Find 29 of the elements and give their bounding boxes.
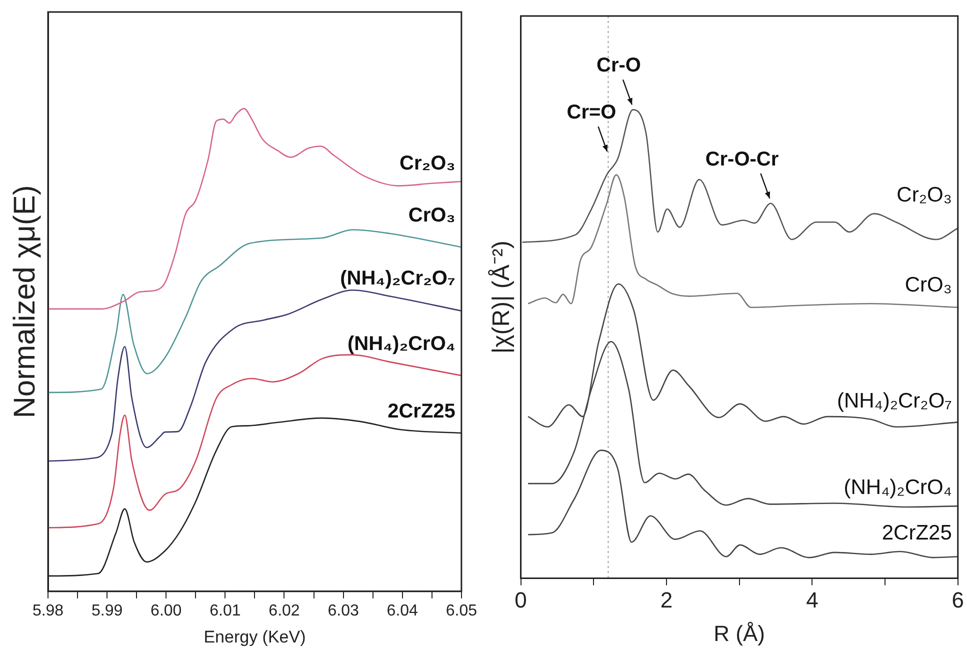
annotation: Cr-O-Cr xyxy=(705,148,779,170)
series-label: Cr₂O₃ xyxy=(896,184,952,207)
x-tick-label: 4 xyxy=(806,587,818,612)
series-label: CrO₃ xyxy=(904,274,952,297)
series-label: (NH₄)₂Cr₂O₇ xyxy=(340,267,456,290)
x-tick-label: 6.04 xyxy=(386,602,418,620)
x-tick-label: 6 xyxy=(952,587,964,612)
y-axis-title: |χ(R)| (Å⁻²) xyxy=(488,240,516,354)
series-label: Cr₂O₃ xyxy=(400,152,456,174)
series-label: (NH₄)₂Cr₂O₇ xyxy=(836,389,952,412)
series-label: 2CrZ25 xyxy=(388,400,456,423)
y-axis-title: Normalized χμ(E) xyxy=(8,185,42,418)
series-label: 2CrZ25 xyxy=(882,521,952,544)
x-tick-label: 6.03 xyxy=(328,602,359,620)
x-tick-label: 2 xyxy=(660,587,673,612)
series-label: (NH₄)₂CrO₄ xyxy=(844,476,952,500)
annotation: Cr=O xyxy=(566,102,616,124)
x-tick-label: 5.99 xyxy=(91,602,123,620)
x-tick-label: 6.01 xyxy=(210,602,241,620)
x-tick-label: 5.98 xyxy=(32,602,64,620)
x-tick-label: 6.05 xyxy=(446,602,478,620)
series-label: (NH₄)₂CrO₄ xyxy=(347,333,456,356)
annotation: Cr-O xyxy=(596,54,641,77)
series-label: CrO₃ xyxy=(408,204,456,227)
x-tick-label: 6.02 xyxy=(268,602,300,620)
x-axis-title: R (Å) xyxy=(714,620,766,646)
x-axis-title: Energy (KeV) xyxy=(204,627,306,646)
x-tick-label: 0 xyxy=(514,587,527,612)
x-tick-label: 6.00 xyxy=(150,602,182,620)
